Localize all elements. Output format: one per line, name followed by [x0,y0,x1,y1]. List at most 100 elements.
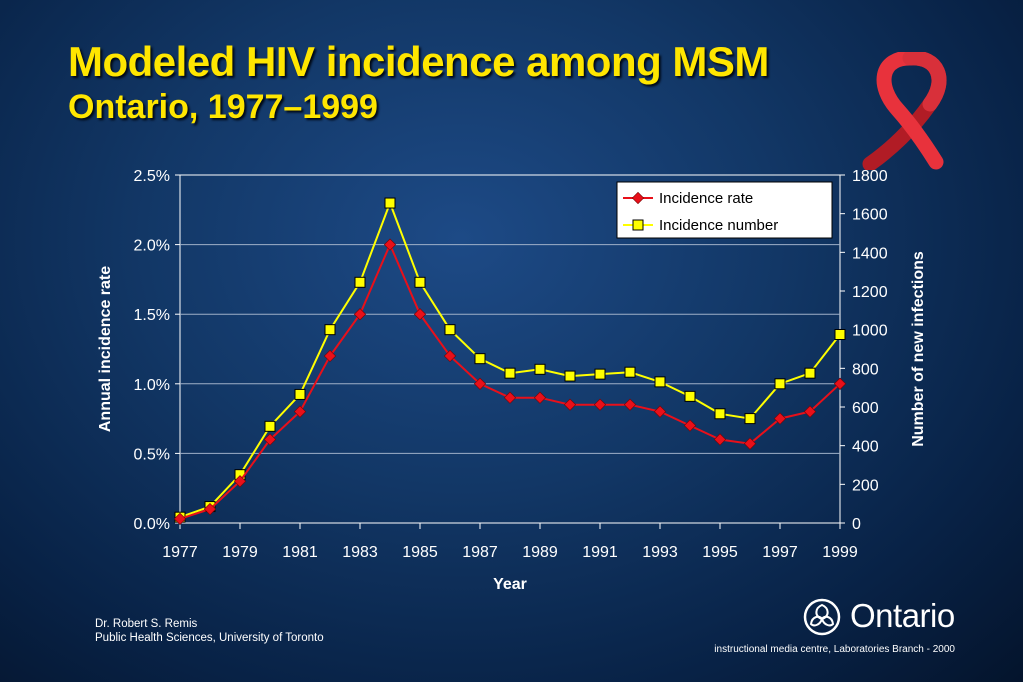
grid-lines [180,244,840,454]
legend-label-number: Incidence number [659,217,778,234]
data-point [353,308,367,321]
data-point [833,377,847,390]
data-point [773,412,787,425]
x-tick-label: 1997 [762,544,798,561]
series-line [179,242,841,520]
legend: Incidence rate Incidence number [616,181,833,239]
legend-marker-number [632,219,644,231]
right-tick-label: 1600 [852,207,888,224]
y-axis-left-label: Annual incidence rate [97,266,114,432]
data-point [503,391,517,404]
data-point [534,363,546,375]
data-point [413,308,427,321]
left-axis-ticks: 0.0% 0.5% 1.0% 1.5% 2.0% 2.5% [134,168,170,533]
x-tick-label: 1991 [582,544,618,561]
right-tick-label: 1800 [852,168,888,185]
data-point [474,353,486,365]
data-point [324,324,336,336]
data-point [323,349,337,363]
slide-title: Modeled HIV incidence among MSM [68,38,769,85]
data-point [294,388,306,400]
ontario-trillium-logo-icon [803,598,841,636]
data-point [683,419,697,432]
aids-ribbon-icon [862,52,947,170]
x-tick-label: 1993 [642,544,678,561]
plot-area [179,174,841,524]
data-point [233,475,247,488]
data-point [473,377,487,390]
data-point [744,413,756,425]
data-point [774,378,786,390]
right-tick-label: 1400 [852,245,888,262]
series-line [179,200,841,519]
right-tick-label: 200 [852,477,879,494]
data-point [684,390,696,402]
series-layer [173,197,847,525]
y-axis-right-label: Number of new infections [910,251,927,447]
data-point [654,376,666,388]
data-point [623,398,637,411]
left-tick-label: 1.0% [134,377,170,394]
data-point [354,276,366,288]
data-point [593,398,607,411]
x-axis-label: Year [493,576,527,593]
left-tick-label: 2.0% [134,238,170,255]
data-point [563,398,577,411]
data-point [203,502,217,516]
data-point [564,370,576,382]
credit-block: Dr. Robert S. Remis Public Health Scienc… [95,617,324,645]
footer-credit: instructional media centre, Laboratories… [714,644,955,655]
right-axis-ticks: 0 200 400 600 800 1000 1200 1400 1600 1800 [852,168,888,533]
data-point [384,197,396,209]
data-point [803,405,817,418]
x-tick-label: 1999 [822,544,858,561]
x-tick-label: 1979 [222,544,258,561]
data-point [504,367,516,379]
data-point [173,512,187,525]
legend-marker-rate [631,191,645,205]
x-tick-label: 1983 [342,544,378,561]
right-tick-label: 0 [852,516,861,533]
x-axis-ticks: 1977 1979 1981 1983 1985 1987 1989 1991 1993 1995… [162,544,858,561]
x-tick-label: 1989 [522,544,558,561]
series-incidence-number [174,197,846,523]
x-tick-label: 1995 [702,544,738,561]
data-point [713,433,727,446]
credit-author: Dr. Robert S. Remis [95,618,198,630]
data-point [533,391,547,404]
right-tick-label: 600 [852,400,879,417]
right-tick-label: 1000 [852,323,888,340]
credit-affiliation: Public Health Sciences, University of To… [95,632,324,644]
legend-box [616,181,833,239]
left-tick-label: 1.5% [134,307,170,324]
left-tick-label: 0.0% [134,516,170,533]
x-tick-label: 1977 [162,544,198,561]
left-tick-label: 0.5% [134,446,170,463]
data-point [714,408,726,420]
data-point [263,433,277,446]
data-point [414,276,426,288]
data-point [444,324,456,336]
right-tick-label: 800 [852,361,879,378]
series-incidence-rate [173,238,847,525]
ontario-wordmark: Ontario [850,597,955,634]
right-tick-label: 400 [852,439,879,456]
data-point [293,405,307,418]
data-point [264,420,276,432]
x-tick-label: 1981 [282,544,318,561]
data-point [653,405,667,418]
data-point [743,437,757,450]
x-tick-label: 1987 [462,544,498,561]
left-tick-label: 2.5% [134,168,170,185]
data-point [594,368,606,380]
data-point [624,366,636,378]
data-point [443,349,457,363]
data-point [383,238,397,251]
legend-label-rate: Incidence rate [659,190,753,207]
data-point [804,367,816,379]
slide-subtitle: Ontario, 1977–1999 [68,88,378,126]
data-point [834,329,846,340]
x-tick-label: 1985 [402,544,438,561]
right-tick-label: 1200 [852,284,888,301]
